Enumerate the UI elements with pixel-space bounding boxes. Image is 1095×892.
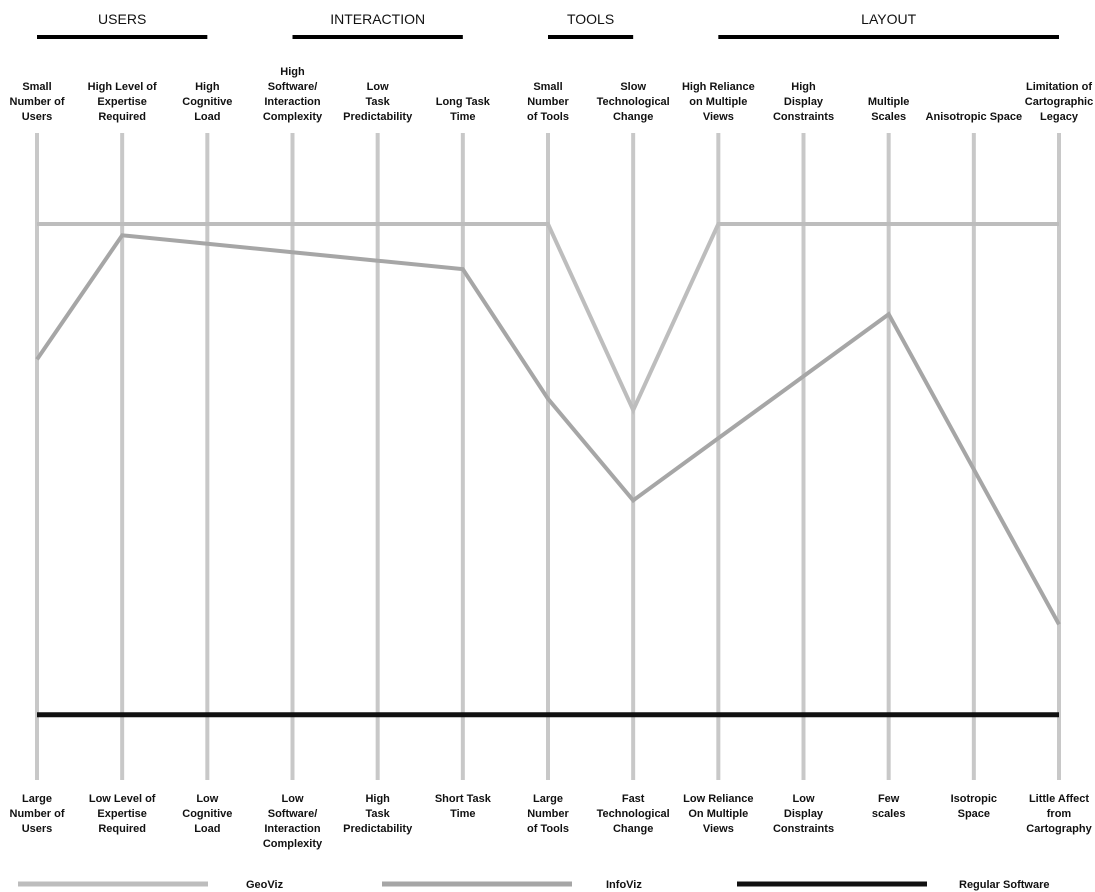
series-line-geoviz: [37, 222, 1059, 415]
top-label-11: Anisotropic Space: [926, 111, 1023, 123]
bottom-axis-labels: Large Number of Users Low Level of Expertise…: [10, 793, 1093, 850]
group-label-users: USERS: [98, 11, 146, 27]
top-label-7: Slow Technological Change: [597, 81, 670, 123]
bottom-label-7: Fast Technological Change: [597, 793, 670, 835]
group-label-tools: TOOLS: [567, 11, 614, 27]
axes: [35, 133, 1061, 780]
top-label-0: Small Number of Users: [10, 81, 65, 123]
top-label-4: Low Task Predictability: [343, 81, 413, 123]
category-groups: USERS INTERACTION TOOLS LAYOUT: [37, 11, 1059, 39]
bottom-label-4: High Task Predictability: [343, 793, 413, 835]
bottom-label-3: Low Software/Interaction Complexity: [263, 793, 323, 850]
series-line-infoviz: [35, 233, 1061, 626]
top-label-3: High Software/Interaction Complexity: [263, 66, 323, 123]
bottom-label-10: Few scales: [872, 793, 906, 820]
bottom-label-0: Large Number of Users: [10, 793, 65, 835]
bottom-label-12: Little Affect from Cartography: [1026, 793, 1092, 835]
bottom-label-6: Large Number of Tools: [527, 793, 569, 835]
top-label-9: High Display Constraints: [773, 81, 834, 123]
top-axis-labels: Small Number of Users High Level of Expertis…: [10, 66, 1094, 123]
top-label-6: Small Number of Tools: [527, 81, 569, 123]
group-label-layout: LAYOUT: [861, 11, 916, 27]
top-label-5: Long Task Time: [436, 96, 491, 123]
bottom-label-8: Low Reliance On Multiple Views: [683, 793, 753, 835]
bottom-label-9: Low Display Constraints: [773, 793, 834, 835]
bottom-label-1: Low Level of Expertise Required: [89, 793, 156, 835]
series-lines: [35, 222, 1061, 718]
top-label-2: High Cognitive Load: [182, 81, 232, 123]
legend-label-regular-software: Regular Software: [959, 879, 1049, 891]
legend-label-infoviz: InfoViz: [606, 879, 642, 891]
top-label-1: High Level of Expertise Required: [88, 81, 157, 123]
bottom-label-2: Low Cognitive Load: [182, 793, 232, 835]
legend-label-geoviz: GeoViz: [246, 879, 284, 891]
legend: GeoViz InfoViz Regular Software: [18, 879, 1049, 891]
top-label-12: Limitation of Cartographic Legacy: [1025, 81, 1093, 123]
bottom-label-11: Isotropic Space: [951, 793, 997, 820]
top-label-8: High Reliance on Multiple Views: [682, 81, 755, 123]
bottom-label-5: Short Task Time: [435, 793, 492, 820]
top-label-10: Multiple Scales: [868, 96, 910, 123]
group-label-interaction: INTERACTION: [330, 11, 425, 27]
